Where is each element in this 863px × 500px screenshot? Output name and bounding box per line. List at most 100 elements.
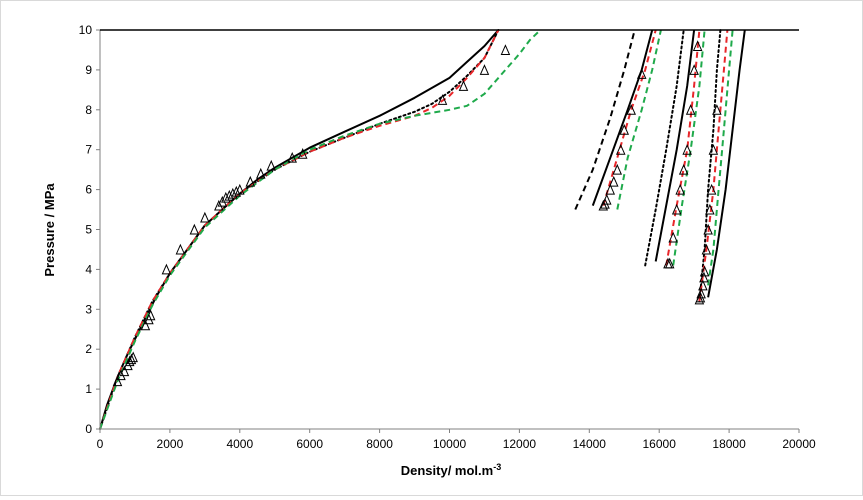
series-green-dashed-line [672, 29, 706, 266]
data-point-triangle [668, 231, 678, 243]
x-tick-label: 8000 [366, 437, 393, 451]
data-point-triangle [626, 104, 637, 115]
data-point-triangle [698, 279, 708, 291]
y-tick-label: 10 [79, 23, 93, 37]
data-point-triangle [699, 271, 709, 283]
data-point-triangle [605, 183, 616, 195]
x-axis-title-text: Density/ mol.m [401, 463, 493, 478]
data-point-triangle [126, 353, 137, 365]
data-point-triangle [175, 243, 186, 255]
data-point-triangle [189, 223, 200, 235]
data-point-triangle [287, 151, 297, 163]
x-tick-label: 14000 [573, 437, 607, 451]
data-point-triangle [217, 195, 228, 207]
y-tick-label: 8 [85, 103, 92, 117]
series-red-dashed-line [665, 29, 701, 266]
data-point-triangle [256, 167, 266, 179]
data-point-triangle [692, 40, 703, 51]
data-point-triangle [221, 191, 231, 203]
y-tick-label: 1 [85, 382, 92, 396]
data-point-triangle [699, 265, 710, 277]
series-black-dotted-line [698, 29, 722, 303]
x-tick-label: 6000 [296, 437, 323, 451]
data-point-triangle [479, 64, 490, 75]
data-point-triangle [615, 143, 626, 155]
data-point-triangle [689, 64, 699, 75]
series-green-dashed-line [99, 29, 542, 430]
data-point-triangle [140, 319, 151, 331]
data-point-triangle [231, 185, 242, 197]
data-point-triangle [297, 147, 308, 159]
data-point-triangle [458, 80, 469, 91]
series-black-dotted-line [99, 29, 500, 430]
data-point-triangle [636, 68, 647, 79]
data-point-triangle [500, 44, 511, 55]
x-axis-title: Density/ mol.m-3 [401, 462, 501, 478]
y-tick-label: 0 [85, 422, 92, 436]
data-point-triangle [119, 365, 130, 377]
data-point-triangle [675, 183, 685, 195]
data-point-triangle [598, 199, 609, 211]
data-point-triangle [612, 163, 623, 175]
series-red-dashed-line [698, 29, 729, 302]
series-black-solid-line [99, 29, 500, 430]
data-point-triangle [266, 159, 277, 171]
data-point-triangle [685, 104, 696, 115]
data-point-triangle [228, 187, 238, 199]
data-point-triangle [705, 203, 715, 215]
data-point-triangle [214, 199, 224, 211]
axes [96, 29, 800, 433]
y-tick-label: 3 [85, 302, 92, 316]
data-point-triangle [145, 309, 156, 321]
data-point-triangle [128, 351, 138, 363]
series-black-solid-line [654, 29, 696, 262]
y-tick-label: 2 [85, 342, 92, 356]
x-axis-title-superscript: -3 [493, 462, 501, 472]
data-point-triangle [706, 183, 717, 195]
experimental-markers [112, 40, 722, 387]
series-red-dashed-line [602, 29, 657, 206]
data-point-triangle [245, 175, 256, 187]
series-green-dashed-line [616, 29, 662, 210]
x-tick-label: 16000 [643, 437, 677, 451]
data-point-triangle [619, 124, 630, 135]
data-point-triangle [124, 355, 135, 367]
data-point-triangle [678, 163, 689, 175]
data-point-triangle [664, 257, 675, 269]
x-tick-label: 20000 [782, 437, 816, 451]
data-point-triangle [116, 369, 126, 381]
series-black-dotted-line [644, 29, 685, 267]
series-black-solid-line [707, 29, 746, 298]
x-tick-label: 10000 [433, 437, 467, 451]
model-curves [99, 29, 746, 430]
series-red-dashed-line [99, 29, 500, 430]
y-tick-labels: 0 1 2 3 4 5 6 7 8 9 10 [79, 23, 93, 436]
x-tick-label: 0 [97, 437, 104, 451]
data-point-triangle [703, 223, 713, 235]
y-tick-label: 6 [85, 183, 92, 197]
data-point-triangle [712, 104, 722, 115]
series-black-solid-line [591, 29, 654, 206]
data-point-triangle [682, 143, 692, 155]
data-point-triangle [671, 203, 682, 215]
data-point-triangle [701, 243, 712, 255]
series-black-dashed-line [574, 29, 636, 210]
data-point-triangle [437, 94, 448, 105]
data-point-triangle [608, 175, 619, 187]
x-tick-label: 2000 [157, 437, 184, 451]
data-point-triangle [200, 211, 210, 223]
data-point-triangle [112, 375, 123, 387]
data-point-triangle [224, 189, 235, 201]
y-tick-label: 7 [85, 143, 92, 157]
x-tick-label: 18000 [712, 437, 746, 451]
data-point-triangle [708, 143, 719, 155]
data-point-triangle [696, 287, 706, 299]
series-green-dashed-line [707, 29, 734, 286]
y-tick-label: 4 [85, 262, 92, 276]
data-point-triangle [235, 183, 245, 195]
y-axis-title: Pressure / MPa [42, 183, 57, 277]
y-tick-label: 9 [85, 63, 92, 77]
y-tick-label: 5 [85, 223, 92, 237]
